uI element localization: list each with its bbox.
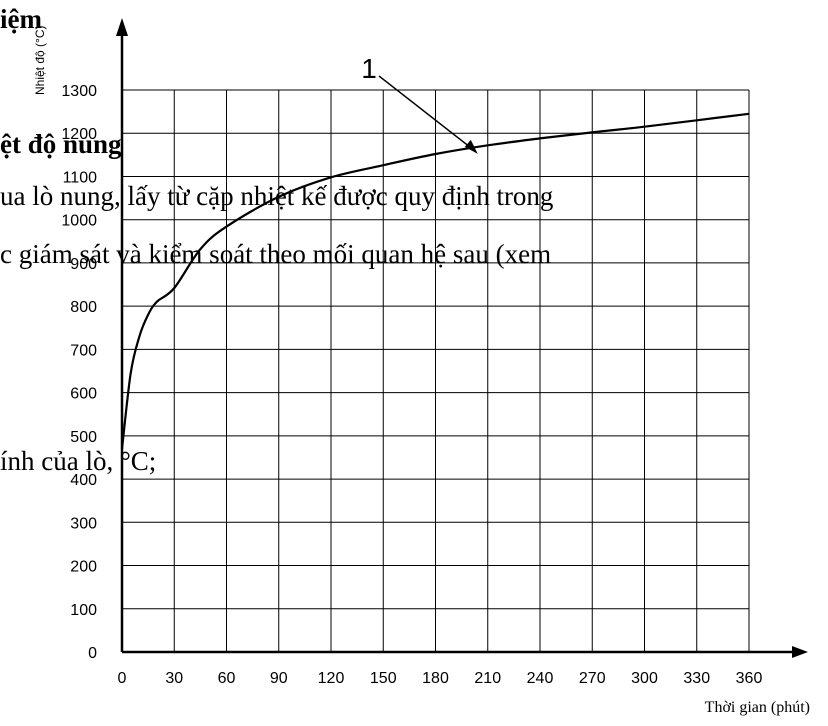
leader-line (378, 75, 476, 152)
axes (116, 18, 808, 658)
y-tick-label: 500 (70, 429, 97, 446)
y-tick-label: 900 (70, 256, 97, 273)
y-tick-label: 300 (70, 515, 97, 532)
y-tick-label: 700 (70, 342, 97, 359)
x-axis-arrow (792, 646, 808, 658)
overlay-text-5: ính của lò, °C; (0, 446, 156, 476)
x-tick-label: 120 (318, 670, 345, 687)
overlay-text-2: ệt độ nung (0, 129, 122, 159)
overlay-text-3: ua lò nung, lấy từ cặp nhiệt kế được quy… (0, 181, 553, 211)
x-tick-label: 360 (736, 670, 763, 687)
x-tick-label: 180 (422, 670, 449, 687)
y-tick-label: 200 (70, 559, 97, 576)
x-axis-title: Thời gian (phút) (705, 699, 810, 716)
overlay-text-4: c giám sát và kiểm soát theo mối quan hệ… (0, 239, 551, 269)
y-tick-label: 1300 (61, 83, 97, 100)
x-tick-label: 210 (474, 670, 501, 687)
annotation-group: 1 (361, 53, 478, 154)
x-tick-label: 60 (218, 670, 236, 687)
y-tick-label: 0 (88, 645, 97, 662)
series-group (120, 112, 750, 449)
series-line-1 (120, 112, 750, 449)
curve-label-1: 1 (361, 53, 377, 84)
y-tick-label: 1000 (61, 213, 97, 230)
y-tick-label: 1200 (61, 126, 97, 143)
x-tick-labels: 0 30 60 90 120 150 180 210 240 270 300 330 360 (118, 670, 763, 687)
y-tick-label: 600 (70, 386, 97, 403)
y-tick-label: 1100 (63, 169, 98, 186)
grid-lines (122, 89, 750, 652)
x-tick-label: 330 (683, 670, 710, 687)
x-tick-label: 240 (527, 670, 554, 687)
x-tick-label: 0 (118, 670, 127, 687)
y-axis-arrow (116, 18, 128, 36)
y-tick-labels: 0 100 200 300 400 500 600 700 800 900 1000 1100 1200… (61, 83, 97, 662)
leader-arrow (464, 139, 478, 154)
x-tick-label: 150 (370, 670, 397, 687)
x-tick-label: 90 (270, 670, 288, 687)
x-tick-label: 270 (579, 670, 606, 687)
x-tick-label: 300 (631, 670, 658, 687)
y-tick-label: 400 (70, 472, 97, 489)
overlay-text-1: iệm (0, 4, 42, 34)
x-tick-label: 30 (165, 670, 183, 687)
y-tick-label: 800 (70, 299, 97, 316)
y-axis-title: Nhiệt độ (°C) (33, 26, 47, 96)
y-tick-label: 100 (70, 602, 97, 619)
